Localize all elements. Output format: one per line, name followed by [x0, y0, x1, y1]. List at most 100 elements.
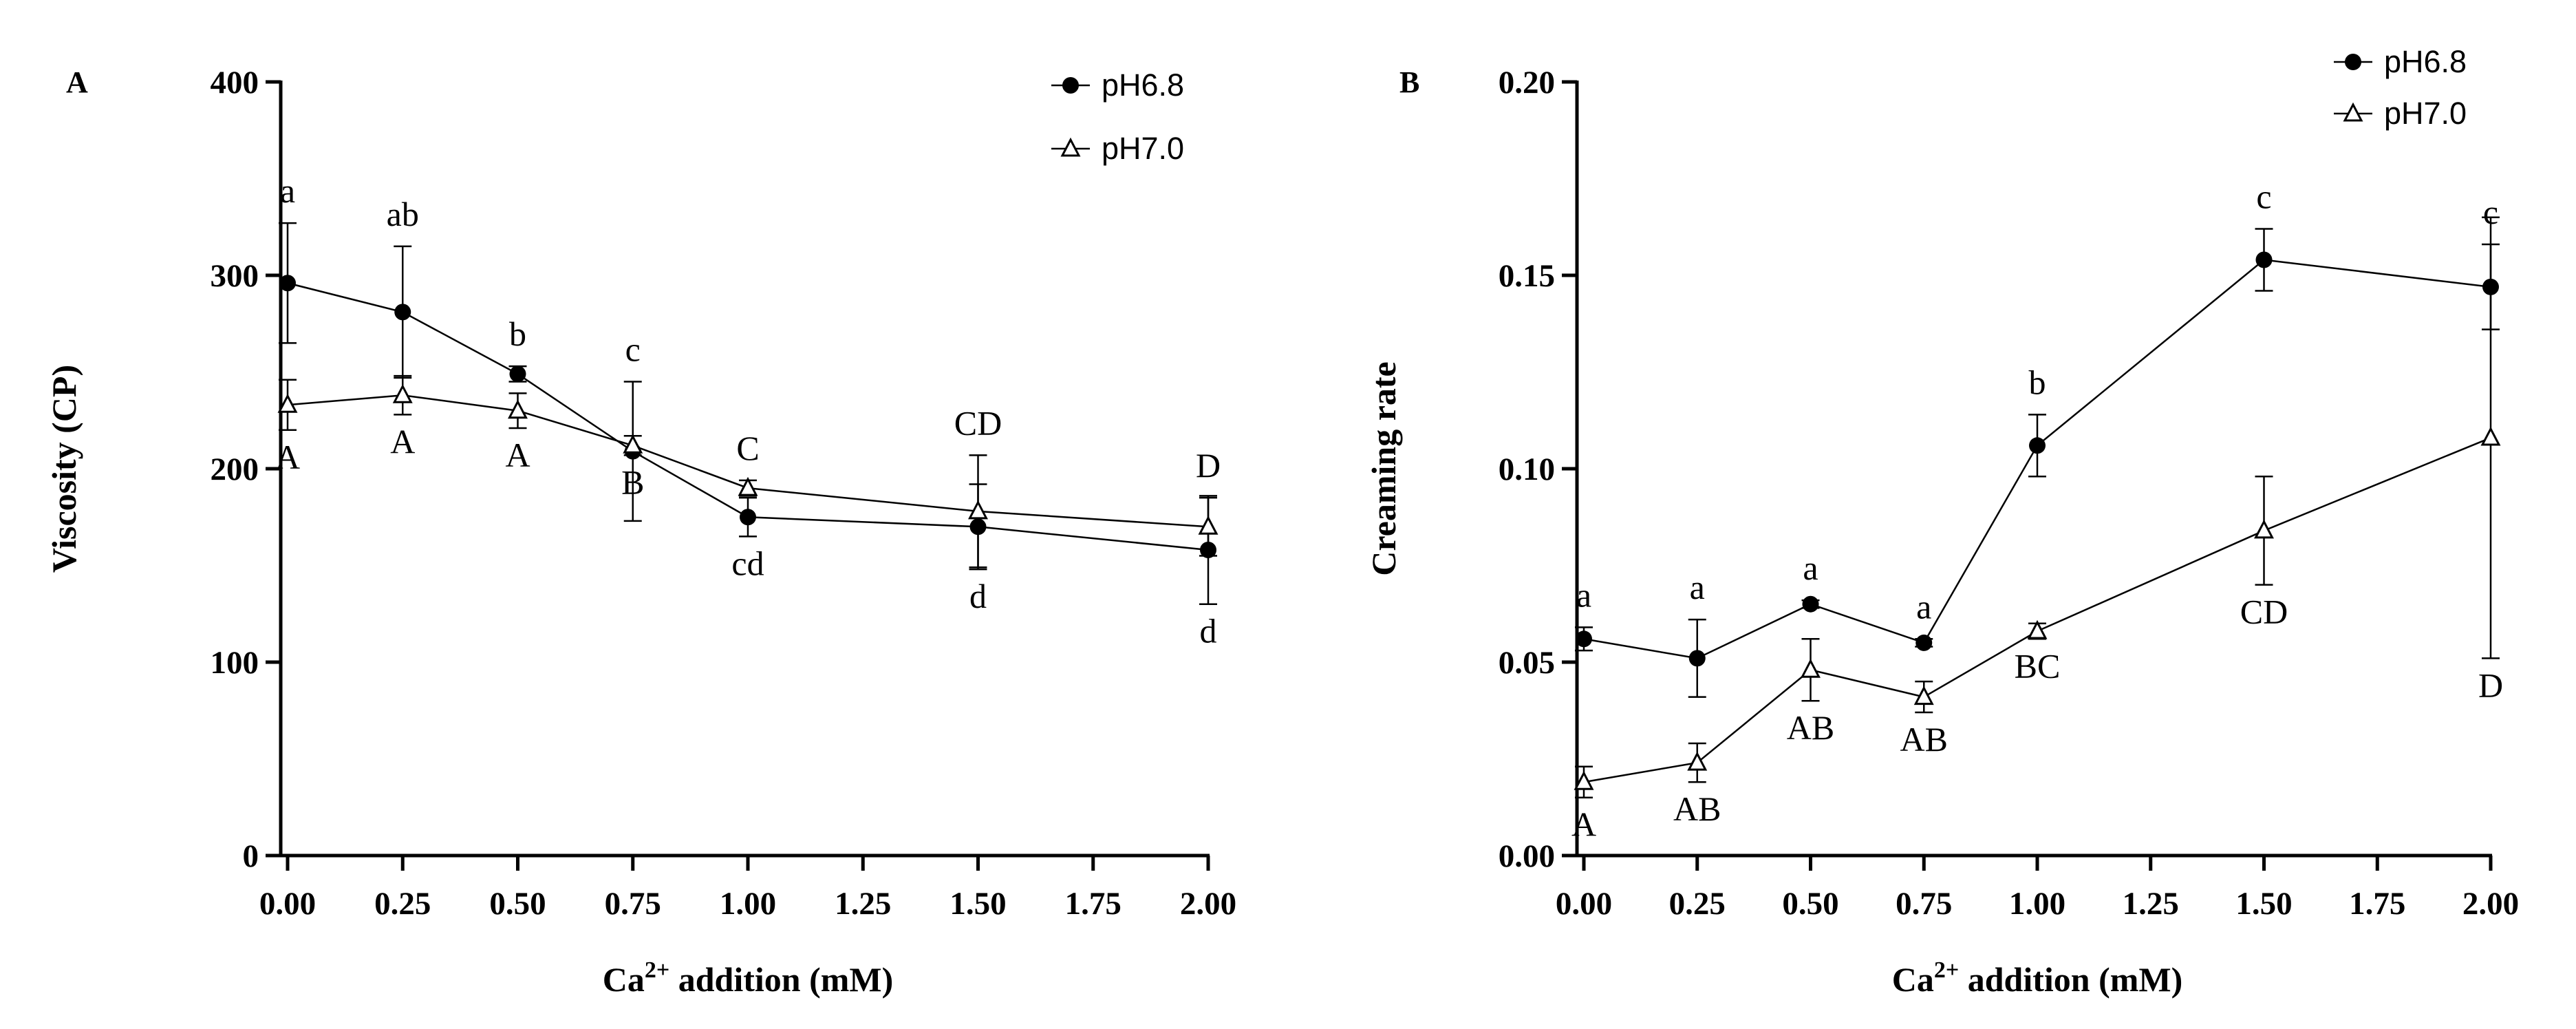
significance-label: A [390, 422, 415, 460]
significance-label: BC [2015, 646, 2061, 685]
significance-label: b [509, 315, 526, 353]
significance-label: B [621, 463, 644, 501]
data-point-circle [1688, 650, 1706, 667]
significance-label: d [1200, 612, 1217, 650]
significance-label: a [1690, 568, 1705, 606]
x-tick-label: 0.50 [489, 886, 546, 922]
x-tick-label: 1.25 [2123, 886, 2179, 922]
data-point-triangle [508, 399, 528, 419]
x-tick-label: 0.75 [1896, 886, 1952, 922]
y-tick-label: 0.00 [1499, 838, 1555, 874]
x-tick-label: 1.00 [2009, 886, 2065, 922]
x-tick-label: 1.25 [835, 886, 891, 922]
data-point-circle [2255, 251, 2273, 268]
legend-marker-triangle [1060, 137, 1081, 157]
significance-label: c [2256, 178, 2271, 216]
data-point-triangle [968, 500, 988, 520]
x-tick-label: 0.25 [1669, 886, 1726, 922]
x-axis-title: Ca2+ addition (mM) [603, 957, 893, 999]
x-tick-label: 1.75 [2349, 886, 2405, 922]
significance-label: CD [954, 403, 1002, 442]
significance-label: A [1571, 805, 1596, 844]
y-tick-label: 300 [211, 258, 259, 294]
panel-b-plot: 0.00 0.05 0.10 0.15 0.20 0.00 0.25 0.50 0.75 1.00… [1364, 44, 2519, 999]
legend-label: pH6.8 [2384, 44, 2467, 79]
significance-label: AB [1787, 708, 1834, 747]
significance-label: D [1196, 446, 1221, 485]
data-point-triangle [277, 394, 298, 413]
x-axis-title-rest: addition (mM) [669, 960, 893, 999]
chart-panel-b: B 0.00 0.05 0.10 0.15 0.20 0.00 0.25 0.50 0.75 1.… [1364, 44, 2519, 999]
data-point-triangle [2480, 426, 2501, 446]
significance-label: a [1916, 587, 1931, 626]
x-axis-title-rest: addition (mM) [1959, 960, 2182, 999]
x-tick-label: 1.00 [720, 886, 776, 922]
y-axis-title: Creaming rate [1364, 361, 1403, 575]
significance-label: C [736, 429, 759, 467]
data-point-circle [1576, 630, 1592, 648]
significance-label: CD [2240, 593, 2288, 631]
significance-label: cd [731, 544, 764, 582]
legend-marker-circle [1062, 77, 1079, 94]
significance-label: AB [1900, 720, 1948, 759]
y-tick-label: 200 [211, 452, 259, 487]
x-tick-label: 1.50 [2235, 886, 2292, 922]
x-tick-label: 0.50 [1782, 886, 1838, 922]
x-axis-title-superscript: 2+ [645, 957, 669, 983]
significance-label: d [969, 577, 987, 615]
panel-a-plot: 0 100 200 300 400 0.00 0.25 0.50 0.75 1.00 1.25 1.5… [45, 65, 1236, 999]
y-tick-label: 0.10 [1499, 452, 1555, 487]
data-point-circle [509, 365, 526, 383]
x-tick-label: 2.00 [1180, 886, 1236, 922]
legend-marker-circle [2345, 54, 2361, 70]
chart-panel-a: A 0 100 200 300 400 0.00 0.25 0.50 0.75 1.00 1.25 1… [45, 65, 1236, 999]
x-axis-title-superscript: 2+ [1934, 957, 1959, 983]
y-tick-label: 400 [211, 65, 259, 100]
data-point-circle [1915, 634, 1933, 651]
data-point-circle [1802, 595, 1819, 613]
data-point-triangle [1198, 516, 1219, 535]
y-tick-label: 100 [211, 645, 259, 681]
data-point-triangle [1574, 770, 1594, 790]
series-line-pH7.0 [1583, 436, 2491, 783]
significance-label: c [2483, 193, 2498, 231]
x-tick-label: 0.00 [259, 886, 316, 922]
significance-label: ab [387, 195, 419, 233]
panel-a-letter: A [66, 65, 88, 99]
significance-label: a [1803, 549, 1818, 587]
y-tick-label: 0.15 [1499, 258, 1555, 294]
data-point-triangle [1801, 658, 1821, 678]
y-tick-label: 0 [243, 838, 259, 874]
significance-label: AB [1673, 789, 1721, 828]
legend-label: pH7.0 [2384, 96, 2467, 131]
y-tick-label: 0.20 [1499, 65, 1555, 100]
data-point-circle [740, 509, 756, 526]
significance-label: c [625, 330, 641, 369]
y-tick-label: 0.05 [1499, 645, 1555, 681]
x-tick-label: 1.50 [949, 886, 1006, 922]
significance-label: A [505, 436, 530, 474]
data-point-triangle [1687, 751, 1708, 771]
significance-label: b [2029, 363, 2046, 401]
x-tick-label: 2.00 [2462, 886, 2519, 922]
significance-label: a [1576, 575, 1591, 614]
x-tick-label: 0.25 [374, 886, 431, 922]
significance-label: A [275, 438, 300, 476]
x-tick-label: 1.75 [1065, 886, 1121, 922]
data-point-triangle [1913, 686, 1934, 706]
significance-label: a [280, 171, 295, 210]
x-tick-label: 0.75 [605, 886, 661, 922]
legend-label: pH7.0 [1102, 131, 1184, 166]
significance-label: D [2478, 666, 2503, 704]
data-point-triangle [623, 434, 643, 454]
data-point-circle [2029, 437, 2046, 454]
data-point-triangle [2027, 619, 2048, 639]
data-point-triangle [392, 383, 413, 403]
data-point-circle [394, 304, 411, 321]
x-axis-title: Ca2+ addition (mM) [1892, 957, 2182, 999]
legend-marker-triangle [2343, 102, 2363, 122]
data-point-triangle [738, 476, 758, 496]
y-axis-title: Viscosity (CP) [45, 365, 83, 573]
legend-label: pH6.8 [1102, 67, 1184, 103]
